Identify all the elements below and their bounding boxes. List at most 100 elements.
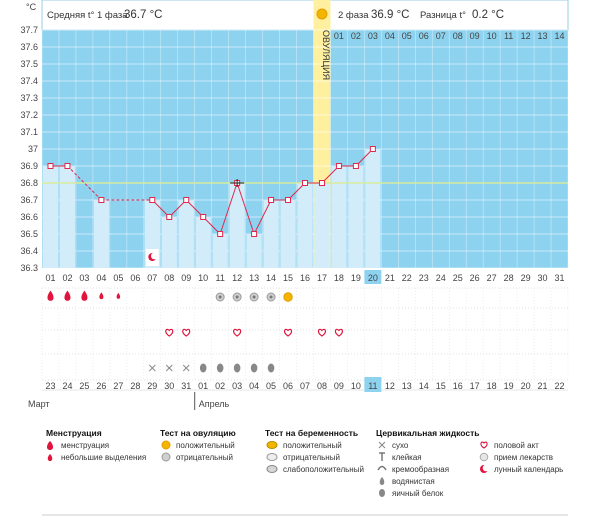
y-tick-label: 37.7 bbox=[20, 25, 38, 35]
ovulation-test-negative-dot bbox=[269, 295, 273, 299]
temperature-bar bbox=[42, 166, 59, 268]
legend-item-pregnancy-weak: слабоположительный bbox=[283, 465, 364, 474]
cervical-eggwhite-icon bbox=[250, 363, 258, 373]
cycle-day-label: 23 bbox=[419, 273, 429, 283]
cycle-day-label: 21 bbox=[385, 273, 395, 283]
temperature-bar bbox=[331, 166, 347, 268]
calendar-date: 18 bbox=[487, 381, 497, 391]
calendar-date: 25 bbox=[79, 381, 89, 391]
calendar-date: 19 bbox=[504, 381, 514, 391]
calendar-date: 29 bbox=[147, 381, 157, 391]
cycle-day-label: 04 bbox=[96, 273, 106, 283]
phase2-day-label: 06 bbox=[419, 31, 429, 41]
menstruation-drop-icon bbox=[64, 290, 71, 301]
cycle-day-label: 22 bbox=[402, 273, 412, 283]
cycle-day-label: 14 bbox=[266, 273, 276, 283]
cervical-dry-icon bbox=[165, 364, 173, 372]
cervical-dry-icon bbox=[148, 364, 156, 372]
temperature-point bbox=[217, 231, 224, 237]
legend-item-spotting: небольшие выделения bbox=[61, 453, 146, 462]
phase2-day-label: 02 bbox=[351, 31, 361, 41]
legend-title-ovulation-test: Тест на овуляцию bbox=[160, 428, 236, 438]
calendar-date: 17 bbox=[470, 381, 480, 391]
calendar-date: 16 bbox=[453, 381, 463, 391]
legend-creamy-icon bbox=[377, 465, 387, 471]
temperature-bar bbox=[246, 234, 262, 268]
intercourse-heart-icon bbox=[284, 328, 293, 337]
cycle-day-label: 30 bbox=[538, 273, 548, 283]
legend-item-ovulation-negative: отрицательный bbox=[176, 453, 233, 462]
selected-day-highlight bbox=[364, 270, 382, 284]
temperature-bar bbox=[59, 166, 76, 268]
phase2-day-label: 07 bbox=[436, 31, 446, 41]
cycle-day-label: 01 bbox=[45, 273, 55, 283]
ovulation-test-positive-icon bbox=[283, 292, 293, 302]
temperature-point bbox=[200, 214, 207, 220]
legend-title-cervical: Цервикальная жидкость bbox=[376, 428, 479, 438]
calendar-date: 27 bbox=[113, 381, 123, 391]
phase2-day-label: 12 bbox=[521, 31, 531, 41]
cycle-day-label: 06 bbox=[130, 273, 140, 283]
temperature-line-segment bbox=[219, 182, 238, 235]
y-tick-label: 36.9 bbox=[20, 161, 38, 171]
temperature-point bbox=[98, 197, 105, 203]
cycle-day-label: 15 bbox=[283, 273, 293, 283]
y-tick-label: 37.2 bbox=[20, 110, 38, 120]
phase2-day-label: 05 bbox=[402, 31, 412, 41]
cervical-eggwhite-icon bbox=[267, 363, 275, 373]
temperature-bar bbox=[314, 183, 330, 268]
intercourse-heart-icon bbox=[334, 328, 343, 337]
y-tick-label: 37.5 bbox=[20, 59, 38, 69]
calendar-date: 08 bbox=[317, 381, 327, 391]
cervical-eggwhite-icon bbox=[233, 363, 241, 373]
ylabel: °C bbox=[26, 2, 37, 12]
selected-date-highlight bbox=[364, 377, 382, 392]
temperature-point bbox=[335, 163, 342, 169]
temperature-bar bbox=[195, 217, 211, 268]
sun-icon bbox=[316, 8, 328, 20]
cycle-day-label: 16 bbox=[300, 273, 310, 283]
ovulation-test-negative-dot bbox=[235, 295, 239, 299]
cycle-day-label: 26 bbox=[470, 273, 480, 283]
cycle-day-label: 10 bbox=[198, 273, 208, 283]
chart-background: 01 02 03 04 05 06 07 08 09 10 11 12 13 14 36.3 36.4 36.5… bbox=[20, 0, 569, 273]
cycle-day-label: 05 bbox=[113, 273, 123, 283]
legend-pregnancy-positive-icon bbox=[266, 441, 278, 449]
cycle-day-label: 25 bbox=[453, 273, 463, 283]
temperature-line-segment bbox=[236, 182, 255, 235]
cycle-day-label: 03 bbox=[79, 273, 89, 283]
calendar-date: 21 bbox=[538, 381, 548, 391]
temperature-point bbox=[64, 163, 71, 169]
calendar-date: 05 bbox=[266, 381, 276, 391]
calendar-date: 04 bbox=[249, 381, 259, 391]
phase2-day-label: 01 bbox=[334, 31, 344, 41]
y-tick-label: 36.3 bbox=[20, 263, 38, 273]
phase2-day-label: 08 bbox=[453, 31, 463, 41]
temperature-point bbox=[47, 163, 54, 169]
cervical-eggwhite-icon bbox=[199, 363, 207, 373]
temperature-point bbox=[268, 197, 275, 203]
legend-item-pregnancy-positive: положительный bbox=[283, 441, 342, 450]
intercourse-heart-icon bbox=[182, 328, 191, 337]
phase1-value: 36.7 °C bbox=[124, 9, 162, 21]
legend-ovulation-positive-icon bbox=[161, 440, 171, 450]
temperature-point bbox=[369, 146, 376, 152]
phase2-day-label: 10 bbox=[487, 31, 497, 41]
y-tick-label: 36.5 bbox=[20, 229, 38, 239]
month-label-april: Апрель bbox=[199, 399, 230, 409]
cycle-day-label: 11 bbox=[215, 273, 224, 283]
header-bar bbox=[41, 0, 569, 31]
cervical-dry-icon bbox=[182, 364, 190, 372]
temperature-point bbox=[318, 180, 325, 186]
calendar-date: 15 bbox=[436, 381, 446, 391]
cycle-day-label: 02 bbox=[62, 273, 72, 283]
temperature-bar bbox=[93, 200, 110, 268]
cycle-day-label: 12 bbox=[232, 273, 242, 283]
legend-item-pregnancy-negative: отрицательный bbox=[283, 453, 340, 462]
cycle-day-label: 29 bbox=[521, 273, 531, 283]
legend-eggwhite-icon bbox=[379, 489, 385, 497]
cycle-day-label: 20 bbox=[368, 273, 378, 283]
temperature-bar bbox=[297, 183, 313, 268]
